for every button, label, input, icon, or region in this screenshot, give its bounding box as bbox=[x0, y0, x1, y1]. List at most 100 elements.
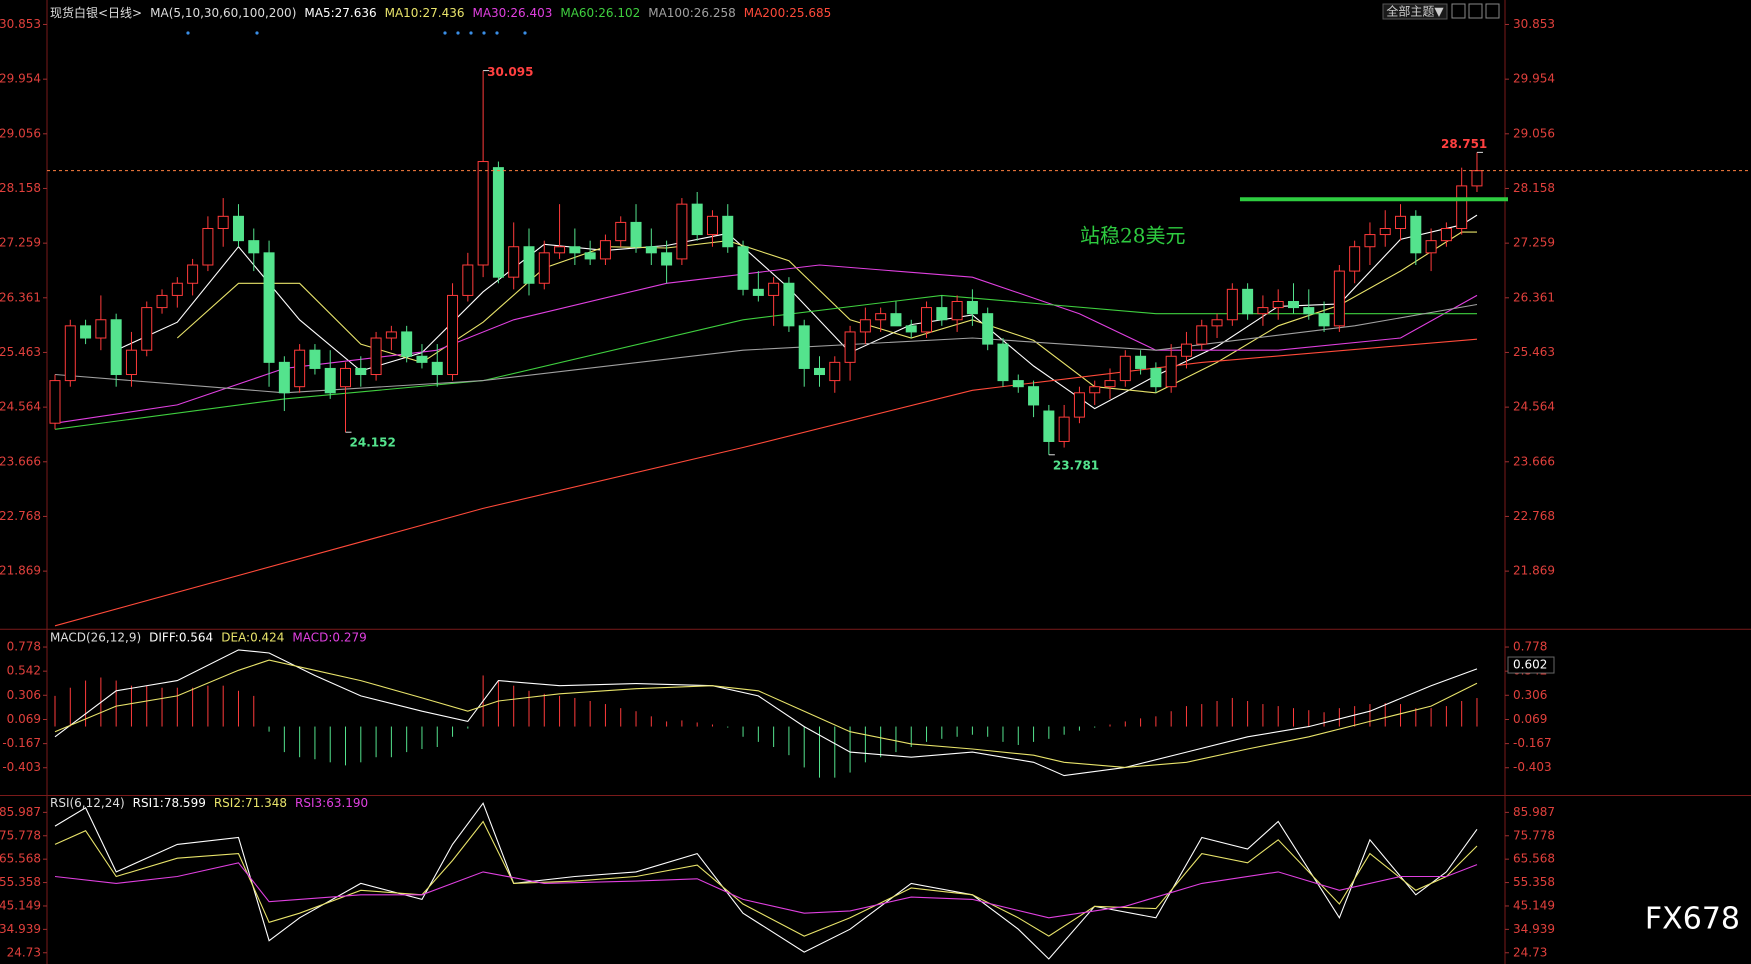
legend-label: MA60:26.102 bbox=[560, 6, 640, 20]
window-button[interactable] bbox=[1468, 3, 1483, 19]
candle-body bbox=[1135, 355, 1147, 369]
y-tick-label: 0.069 bbox=[7, 712, 41, 726]
candle-body bbox=[951, 301, 963, 321]
y-tick-label: 65.568 bbox=[1513, 852, 1555, 866]
candle-body bbox=[401, 331, 413, 357]
legend-label: MA10:27.436 bbox=[385, 6, 465, 20]
candle-body bbox=[630, 221, 642, 248]
y-tick-label: 23.666 bbox=[0, 454, 41, 468]
candle-body bbox=[263, 252, 275, 363]
candle-body bbox=[1257, 307, 1269, 315]
candle-body bbox=[217, 215, 229, 229]
y-tick-label: 65.568 bbox=[0, 852, 41, 866]
candle-body bbox=[1104, 380, 1116, 388]
candle-body bbox=[202, 227, 214, 266]
y-tick-label: -0.167 bbox=[1513, 736, 1552, 750]
signal-marker bbox=[482, 31, 486, 35]
low-label: 24.152 bbox=[350, 436, 396, 450]
signal-marker bbox=[495, 31, 499, 35]
candle-body bbox=[661, 252, 673, 266]
candle-body bbox=[95, 319, 107, 339]
candle-body bbox=[599, 240, 611, 260]
theme-button-label[interactable]: 全部主题▼ bbox=[1386, 4, 1444, 19]
high-label: 28.751 bbox=[1441, 137, 1487, 151]
y-tick-label: 29.056 bbox=[0, 126, 41, 140]
candle-body bbox=[722, 215, 734, 248]
candle-body bbox=[294, 349, 306, 388]
y-tick-label: 55.358 bbox=[1513, 875, 1555, 889]
legend-label: DIFF:0.564 bbox=[149, 631, 213, 645]
candle-body bbox=[829, 361, 841, 382]
candle-body bbox=[538, 252, 550, 284]
y-tick-label: 29.954 bbox=[1513, 72, 1555, 86]
candle-body bbox=[1410, 215, 1422, 254]
y-tick-label: 23.666 bbox=[1513, 454, 1555, 468]
candle-body bbox=[1150, 367, 1162, 388]
candle-body bbox=[125, 349, 137, 376]
legend-label: RSI1:78.599 bbox=[133, 796, 206, 810]
candle-body bbox=[171, 282, 183, 296]
candle-body bbox=[1058, 416, 1070, 442]
candle-body bbox=[324, 367, 336, 394]
y-tick-label: 0.542 bbox=[7, 664, 41, 678]
candle-body bbox=[615, 221, 627, 242]
y-tick-label: 26.361 bbox=[0, 290, 41, 304]
indicator-line bbox=[54, 802, 1478, 960]
candle-body bbox=[156, 294, 168, 309]
current-value-box bbox=[1507, 656, 1555, 674]
y-tick-label: 21.869 bbox=[1513, 564, 1555, 578]
candle-body bbox=[1287, 301, 1299, 309]
window-button[interactable] bbox=[1451, 3, 1466, 19]
candle-body bbox=[49, 380, 61, 424]
y-tick-label: 22.768 bbox=[1513, 509, 1555, 523]
candle-body bbox=[1425, 240, 1437, 254]
indicator-line bbox=[54, 659, 1478, 768]
candle-body bbox=[309, 349, 321, 369]
legend-label: DEA:0.424 bbox=[221, 631, 284, 645]
y-tick-label: 0.778 bbox=[7, 640, 41, 654]
window-button[interactable] bbox=[1485, 3, 1500, 19]
candle-body bbox=[982, 313, 994, 345]
signal-marker bbox=[443, 31, 447, 35]
candle-body bbox=[752, 288, 764, 296]
candle-body bbox=[997, 343, 1009, 382]
candle-body bbox=[1456, 185, 1468, 229]
y-tick-label: 25.463 bbox=[0, 345, 41, 359]
candle-body bbox=[1242, 288, 1254, 315]
y-tick-label: 45.149 bbox=[1513, 898, 1555, 912]
candle-body bbox=[447, 294, 459, 376]
y-tick-label: 34.939 bbox=[0, 922, 41, 936]
y-tick-label: -0.403 bbox=[2, 760, 41, 774]
watermark: FX678 bbox=[1645, 902, 1740, 937]
y-tick-label: 34.939 bbox=[1513, 922, 1555, 936]
candle-body bbox=[875, 313, 887, 321]
candle-body bbox=[905, 325, 917, 333]
legend-label: MACD:0.279 bbox=[292, 631, 366, 645]
candle-body bbox=[737, 246, 749, 290]
candle-body bbox=[385, 331, 397, 339]
candle-body bbox=[340, 367, 352, 388]
candle-body bbox=[768, 282, 780, 296]
candle-body bbox=[1318, 313, 1330, 327]
signal-marker bbox=[255, 31, 259, 35]
candle-body bbox=[110, 319, 122, 376]
candle-body bbox=[141, 307, 153, 351]
y-tick-label: 85.987 bbox=[0, 805, 41, 819]
y-tick-label: 22.768 bbox=[0, 509, 41, 523]
candle-body bbox=[1395, 215, 1407, 229]
theme-button[interactable] bbox=[1382, 3, 1448, 20]
legend-label: RSI2:71.348 bbox=[214, 796, 287, 810]
y-tick-label: 0.778 bbox=[1513, 640, 1547, 654]
y-tick-label: 21.869 bbox=[0, 564, 41, 578]
y-tick-label: 28.158 bbox=[1513, 181, 1555, 195]
y-tick-label: 26.361 bbox=[1513, 290, 1555, 304]
y-tick-label: 30.853 bbox=[0, 17, 41, 31]
y-tick-label: 0.306 bbox=[1513, 688, 1547, 702]
candle-body bbox=[278, 361, 290, 394]
candle-body bbox=[783, 282, 795, 327]
y-tick-label: 29.954 bbox=[0, 72, 41, 86]
indicator-line bbox=[54, 820, 1478, 937]
candle-body bbox=[80, 325, 92, 339]
candle-body bbox=[1196, 325, 1208, 345]
